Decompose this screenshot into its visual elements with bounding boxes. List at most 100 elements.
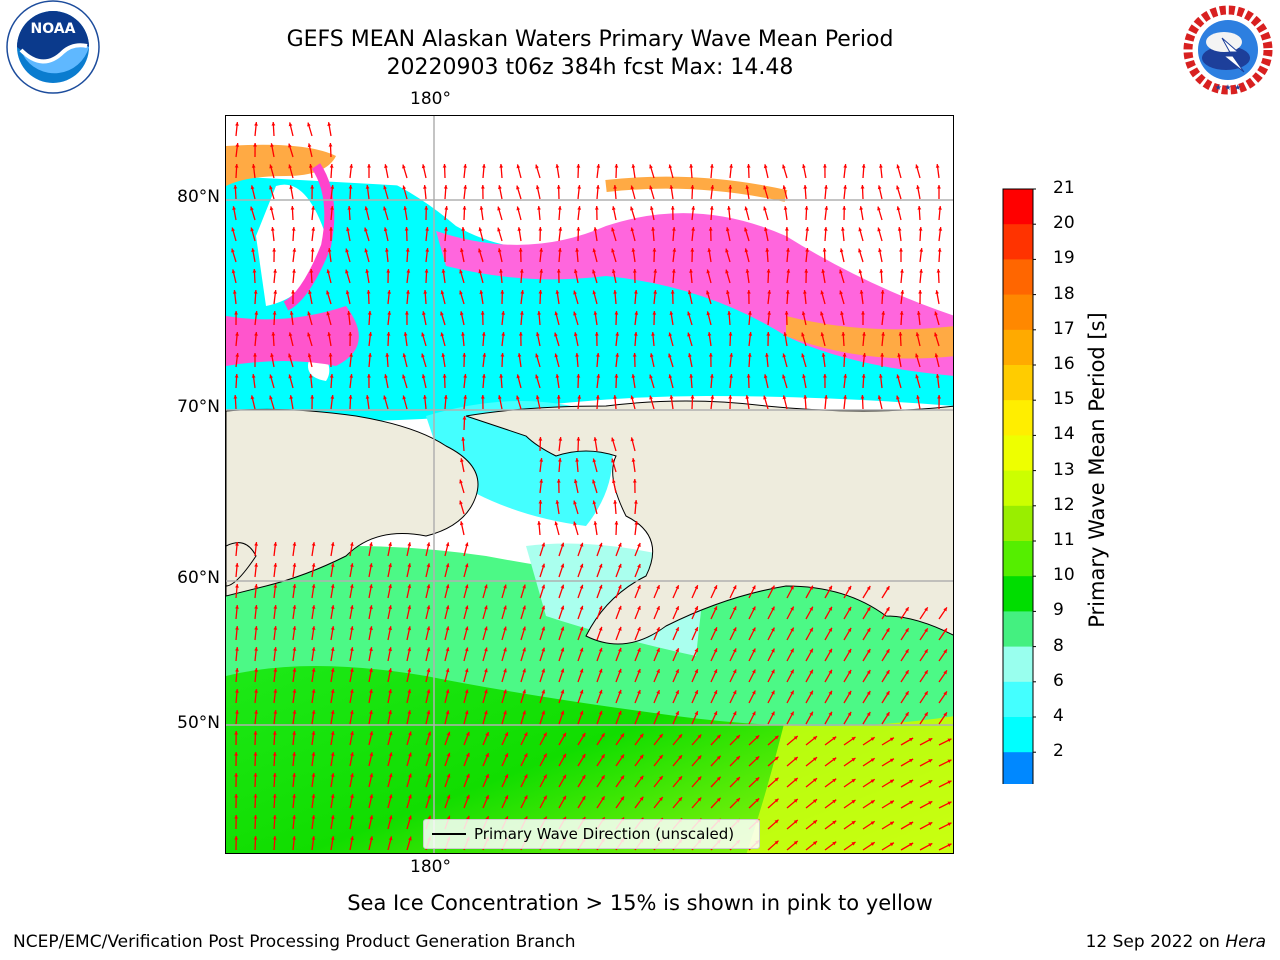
- wave-arrow-head: [253, 836, 258, 840]
- wave-arrow-head: [861, 374, 866, 378]
- wave-arrow-head: [672, 248, 677, 252]
- colorbar-tick-label: 8: [1053, 635, 1064, 656]
- wave-arrow-head: [350, 563, 354, 567]
- footer-date-text: 12 Sep 2022 on: [1085, 932, 1220, 952]
- wave-arrow-head: [866, 712, 871, 716]
- wave-arrow-head: [289, 395, 294, 399]
- wave-arrow-head: [289, 311, 294, 315]
- wave-arrow-head: [350, 584, 354, 588]
- wave-arrow-head: [573, 332, 578, 337]
- wave-arrow-head: [573, 479, 578, 484]
- wave-arrow-head: [499, 374, 504, 378]
- wave-arrow-head: [690, 248, 695, 252]
- wave-arrow-head: [790, 669, 794, 674]
- wave-arrow-head: [943, 607, 947, 612]
- wave-arrow-head: [402, 353, 407, 358]
- wave-arrow-head: [538, 500, 543, 504]
- wave-arrow-head: [620, 775, 624, 780]
- wave-arrow-head: [426, 647, 431, 652]
- wave-arrow-head: [593, 521, 598, 525]
- wave-arrow-head: [232, 290, 237, 294]
- wave-arrow-head: [484, 605, 488, 610]
- wave-arrow-head: [782, 374, 786, 379]
- wave-arrow-head: [560, 626, 565, 631]
- wave-arrow-head: [744, 227, 748, 232]
- wave-arrow-head: [311, 227, 316, 231]
- wave-arrow-head: [877, 227, 881, 232]
- wave-arrow-head: [292, 605, 297, 609]
- wave-arrow-head: [536, 332, 540, 337]
- wave-arrow-head: [935, 164, 940, 168]
- wave-arrow-head: [349, 164, 354, 168]
- wave-arrow-head: [484, 584, 488, 589]
- wave-arrow-head: [593, 227, 598, 231]
- wave-arrow-head: [273, 626, 278, 630]
- wave-arrow-head: [690, 185, 695, 189]
- wave-arrow-head: [250, 185, 255, 190]
- wave-arrow-head: [915, 164, 919, 169]
- wave-arrow-head: [269, 164, 273, 169]
- wave-arrow-head: [427, 752, 431, 757]
- wave-arrow-head: [369, 794, 374, 799]
- wave-arrow-head: [828, 585, 832, 590]
- wave-arrow-head: [755, 756, 760, 761]
- colorbar-segment: [1003, 646, 1033, 683]
- wave-arrow-head: [632, 353, 637, 357]
- wave-arrow-head: [446, 815, 451, 820]
- wave-arrow-head: [710, 164, 714, 168]
- wave-arrow-head: [311, 794, 316, 798]
- wave-arrow-head: [369, 752, 374, 757]
- wave-arrow-head: [408, 836, 412, 841]
- wave-arrow-head: [329, 164, 334, 168]
- wave-arrow-head: [407, 563, 412, 568]
- wave-arrow-head: [821, 353, 826, 357]
- wave-arrow-head: [288, 332, 293, 337]
- wave-arrow-head: [482, 374, 486, 378]
- wave-arrow-head: [461, 437, 466, 441]
- colorbar-segment: [1003, 576, 1033, 612]
- wave-arrow-head: [235, 626, 239, 630]
- wave-arrow-head: [919, 248, 924, 252]
- wave-arrow-head: [478, 248, 482, 253]
- wave-arrow-head: [862, 353, 867, 357]
- wave-arrow-head: [369, 815, 374, 820]
- wave-arrow-head: [725, 269, 729, 274]
- wave-arrow-head: [915, 353, 919, 358]
- wave-arrow-head: [656, 606, 660, 611]
- wave-arrow-head: [713, 690, 718, 695]
- wave-arrow-head: [480, 311, 485, 315]
- wave-arrow-head: [408, 773, 412, 778]
- wave-arrow-head: [403, 206, 408, 210]
- wave-arrow-head: [774, 777, 779, 782]
- wave-arrow-head: [309, 269, 314, 273]
- colorbar-segment: [1003, 611, 1033, 648]
- longitude-label-bottom: 180°: [410, 857, 451, 877]
- wave-arrow-head: [273, 542, 278, 546]
- wave-arrow-head: [523, 795, 528, 800]
- wave-arrow-head: [367, 311, 372, 315]
- wave-arrow-head: [928, 780, 933, 784]
- wave-arrow-head: [345, 269, 349, 274]
- wave-arrow-head: [774, 798, 779, 803]
- wave-arrow-head: [928, 843, 933, 847]
- wave-arrow-head: [459, 269, 463, 274]
- wave-arrow-head: [637, 606, 641, 610]
- wave-arrow-head: [235, 353, 240, 357]
- wave-arrow-head: [659, 734, 663, 738]
- wave-arrow-head: [421, 164, 426, 169]
- wave-arrow-head: [365, 269, 370, 273]
- wave-arrow-head: [330, 542, 335, 546]
- wave-arrow-head: [330, 668, 335, 672]
- wave-arrow-head: [813, 799, 817, 803]
- wave-arrow-head: [866, 607, 871, 611]
- colorbar-segment: [1003, 329, 1033, 366]
- wave-arrow-head: [405, 311, 409, 315]
- wave-arrow-head: [503, 647, 507, 652]
- wave-arrow-head: [809, 669, 813, 674]
- wave-arrow-head: [518, 332, 523, 336]
- wave-arrow-head: [614, 521, 619, 525]
- wave-arrow-head: [630, 185, 635, 190]
- wave-arrow-head: [909, 780, 914, 784]
- wave-arrow-head: [840, 311, 844, 316]
- wave-arrow-head: [885, 670, 890, 675]
